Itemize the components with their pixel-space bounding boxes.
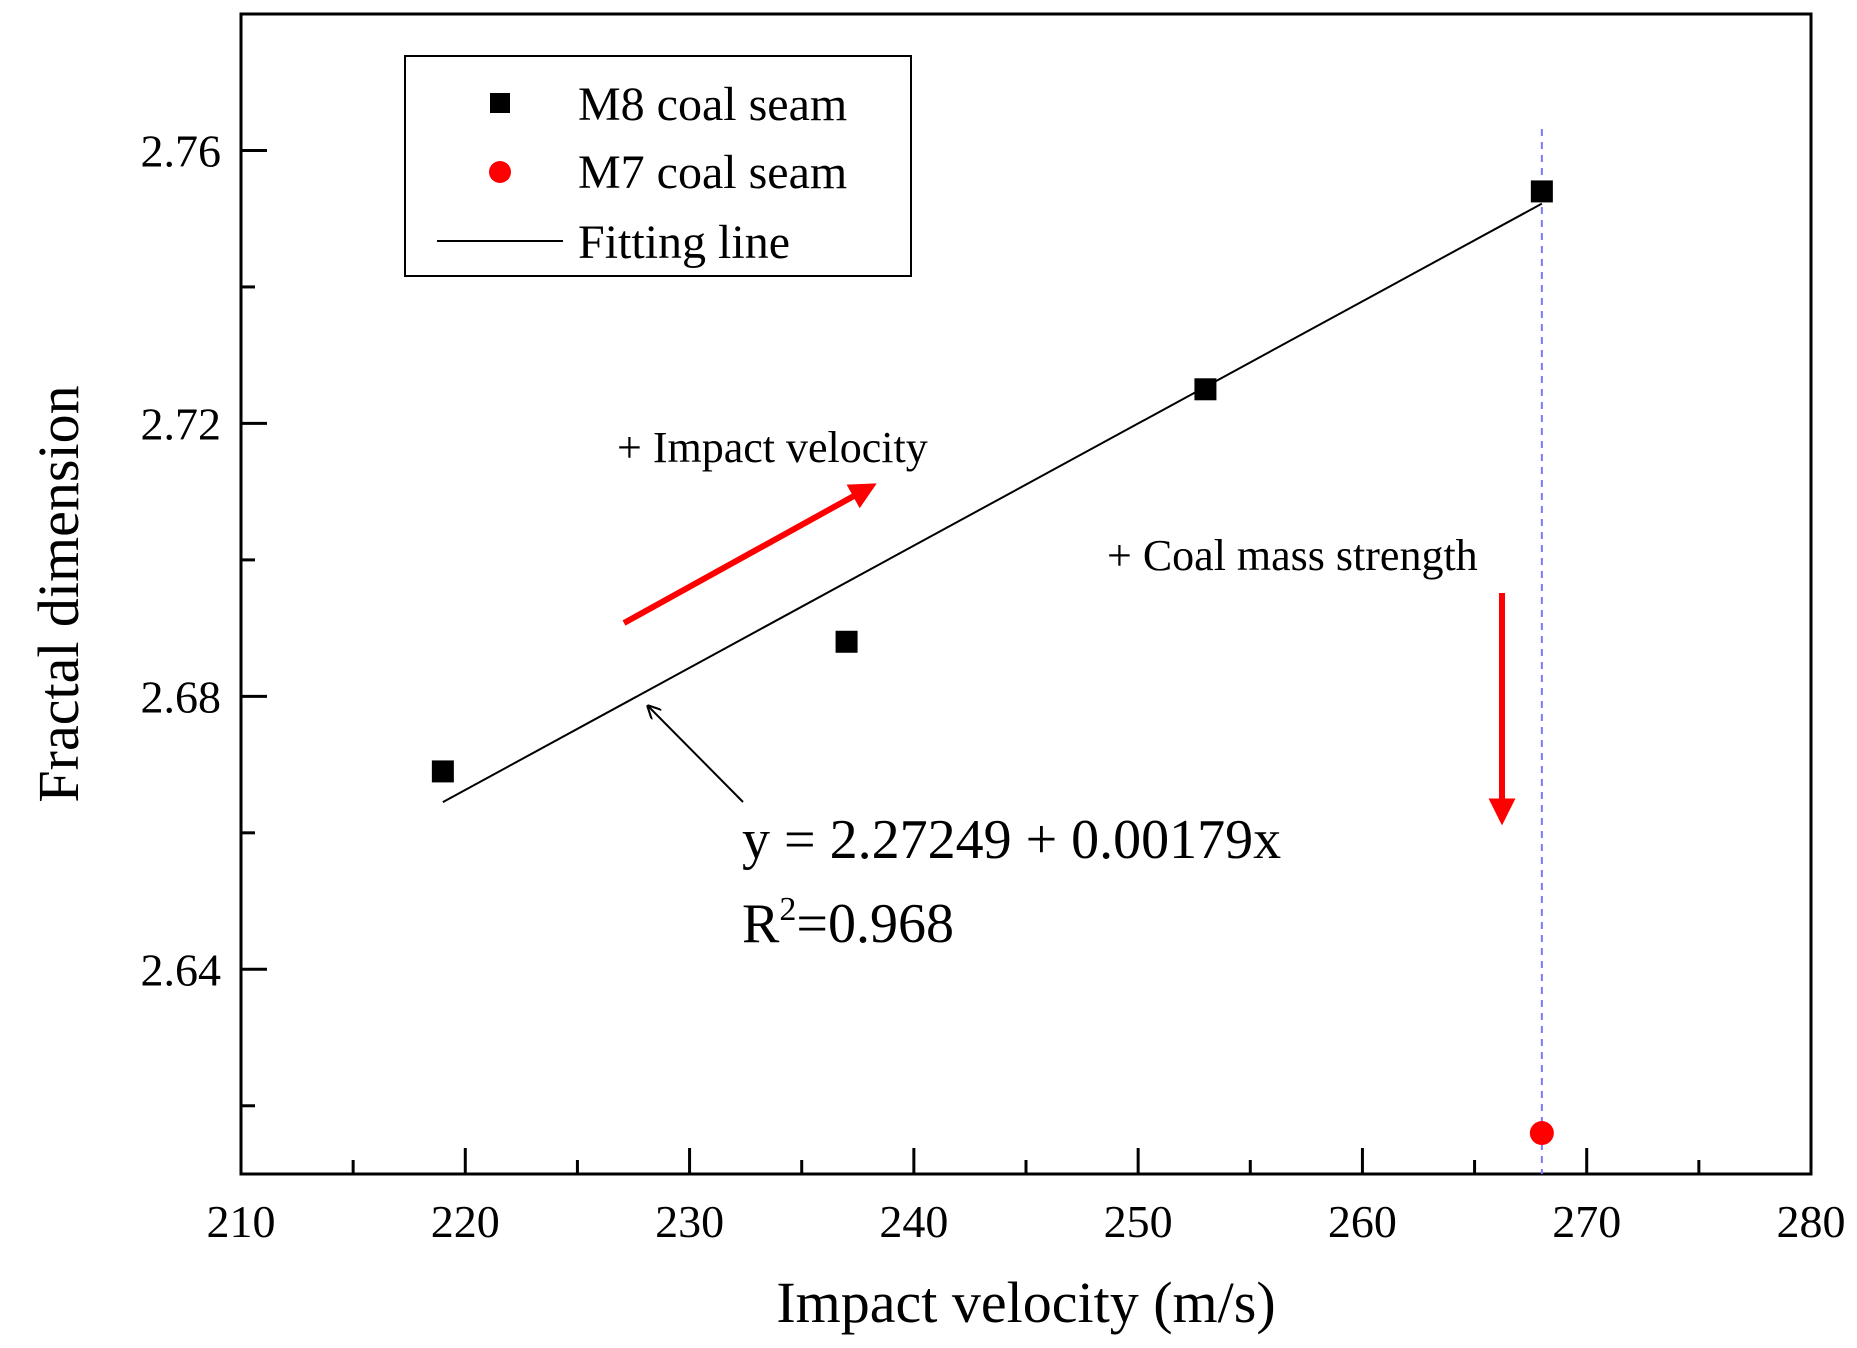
coal-mass-strength-annotation: + Coal mass strength xyxy=(1107,531,1478,580)
m8-data-point xyxy=(1194,378,1217,401)
x-tick-label: 240 xyxy=(879,1196,948,1247)
y-tick-label: 2.76 xyxy=(141,125,222,176)
r-squared-text: R2=0.968 xyxy=(742,891,954,955)
legend-fit-label: Fitting line xyxy=(578,216,790,269)
y-tick-label: 2.64 xyxy=(141,944,222,995)
x-tick-label: 230 xyxy=(655,1196,724,1247)
impact-velocity-annotation: + Impact velocity xyxy=(617,423,928,472)
x-tick-label: 210 xyxy=(207,1196,276,1247)
legend-m7-marker xyxy=(489,161,511,183)
x-tick-label: 250 xyxy=(1104,1196,1173,1247)
legend-m7-label: M7 coal seam xyxy=(578,146,847,199)
fitting-line xyxy=(442,202,1543,803)
data-points xyxy=(431,180,1554,1146)
m8-data-point xyxy=(835,630,858,653)
x-tick-label: 270 xyxy=(1552,1196,1621,1247)
y-tick-label: 2.68 xyxy=(141,671,222,722)
equation-pointer-arrow xyxy=(648,706,744,803)
impact-velocity-arrow xyxy=(622,483,877,626)
fit-equation-text: y = 2.27249 + 0.00179x xyxy=(742,809,1281,871)
legend-m8-label: M8 coal seam xyxy=(578,78,847,131)
m8-data-point xyxy=(431,760,454,783)
x-tick-label: 280 xyxy=(1777,1196,1846,1247)
r-squared-superscript: 2 xyxy=(779,891,796,928)
x-tick-label: 260 xyxy=(1328,1196,1397,1247)
m7-data-point xyxy=(1529,1121,1554,1146)
r-squared-prefix: R xyxy=(742,893,780,955)
y-axis-title: Fractal dimension xyxy=(26,385,91,802)
m8-data-point xyxy=(1530,180,1553,203)
x-axis-ticks: 210 220 230 240 250 260 270 280 xyxy=(207,1148,1846,1247)
legend-m8-marker xyxy=(490,93,510,113)
legend-box xyxy=(404,55,912,277)
y-tick-label: 2.72 xyxy=(141,398,222,449)
r-squared-value: =0.968 xyxy=(796,893,954,955)
x-tick-label: 220 xyxy=(431,1196,500,1247)
legend: M8 coal seam M7 coal seam Fitting line xyxy=(404,55,912,277)
y-axis-ticks: 2.64 2.68 2.72 2.76 xyxy=(141,125,267,1108)
x-axis-title: Impact velocity (m/s) xyxy=(776,1270,1275,1335)
